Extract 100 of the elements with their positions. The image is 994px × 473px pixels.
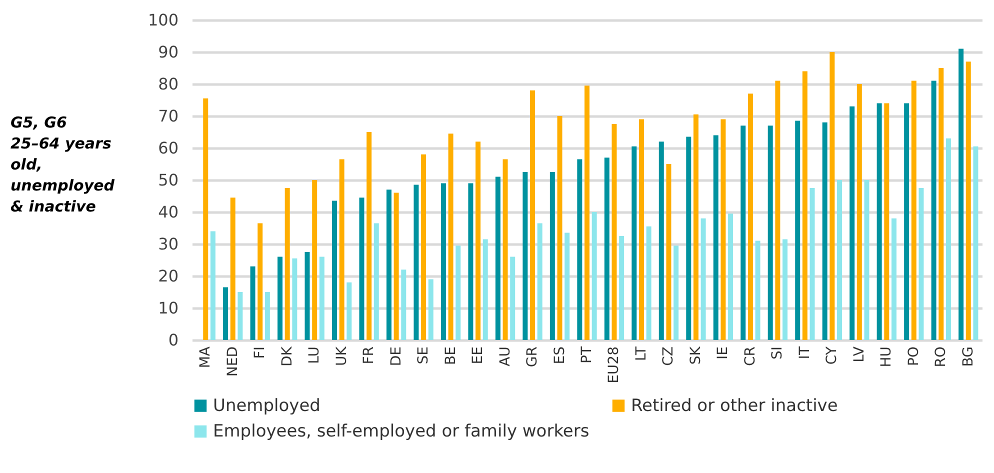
y-tick-label: 20 xyxy=(158,266,178,286)
legend-label: Employees, self-employed or family workers xyxy=(213,422,590,442)
bar xyxy=(359,198,364,340)
bar xyxy=(495,176,500,340)
bar xyxy=(510,256,516,340)
bar xyxy=(775,80,780,340)
y-tick-label: 80 xyxy=(158,74,178,94)
bar xyxy=(904,103,910,340)
x-tick-label: DE xyxy=(388,346,404,366)
bar xyxy=(728,214,734,340)
bar xyxy=(911,80,916,340)
legend-label: Unemployed xyxy=(213,396,320,416)
x-tick-label: EE xyxy=(470,346,486,364)
x-tick-label: FR xyxy=(361,346,378,364)
bar xyxy=(938,68,944,340)
bar xyxy=(339,159,344,340)
bar xyxy=(810,188,815,340)
bar xyxy=(638,119,644,340)
x-tick-label: CZ xyxy=(660,346,677,366)
bar xyxy=(312,180,318,340)
y-tick-label: 50 xyxy=(158,170,178,190)
bar xyxy=(386,190,392,340)
bar xyxy=(666,164,672,340)
x-tick-label: NED xyxy=(224,346,241,377)
bar xyxy=(482,239,488,340)
x-tick-label: LT xyxy=(633,346,650,361)
bar xyxy=(584,86,590,340)
x-tick-label: BG xyxy=(960,346,976,367)
bar xyxy=(557,116,562,340)
bar xyxy=(856,84,862,340)
bar xyxy=(720,119,726,340)
bar xyxy=(448,134,454,340)
bar xyxy=(502,159,508,340)
bar xyxy=(822,122,828,340)
x-tick-label: HU xyxy=(878,346,895,368)
x-tick-label: SE xyxy=(416,346,432,364)
bar xyxy=(332,200,337,340)
bar xyxy=(223,287,228,340)
bar xyxy=(284,188,290,340)
bar xyxy=(530,90,536,340)
bar xyxy=(346,282,352,340)
bar xyxy=(230,198,236,340)
y-tick-label: 60 xyxy=(158,138,178,158)
bar xyxy=(946,138,951,340)
bar xyxy=(931,80,936,340)
legend-label: Retired or other inactive xyxy=(631,396,838,416)
bar xyxy=(238,292,243,340)
bar xyxy=(748,94,753,340)
bar xyxy=(686,136,692,340)
bar xyxy=(864,180,870,340)
x-tick-label: PT xyxy=(579,346,595,364)
bar xyxy=(250,266,256,340)
bar xyxy=(203,98,208,340)
bar xyxy=(891,218,896,340)
bar xyxy=(550,172,555,340)
bar xyxy=(755,240,760,340)
x-tick-label: IE xyxy=(715,346,732,360)
x-tick-label: RO xyxy=(933,346,950,368)
x-tick-label: EU28 xyxy=(606,346,622,384)
bar xyxy=(564,232,570,340)
bar xyxy=(674,246,679,340)
x-tick-label: FI xyxy=(252,346,268,359)
bar xyxy=(366,132,372,340)
bar xyxy=(693,114,698,340)
bar xyxy=(264,292,270,340)
bar xyxy=(577,159,582,340)
y-tick-label: 40 xyxy=(158,202,178,222)
bar xyxy=(604,158,610,340)
bar xyxy=(713,135,718,340)
bar xyxy=(740,126,746,340)
y-tick-label: 0 xyxy=(168,330,178,350)
bar xyxy=(374,223,379,340)
bar xyxy=(612,124,617,340)
x-tick-label: PO xyxy=(906,346,922,366)
y-tick-label: 100 xyxy=(148,10,178,30)
bar xyxy=(802,71,808,340)
x-tick-label: SI xyxy=(770,346,786,360)
bar xyxy=(456,246,461,340)
x-tick-label: MA xyxy=(198,346,214,368)
bar xyxy=(646,226,652,340)
x-tick-label: CR xyxy=(742,346,758,366)
bar xyxy=(421,154,426,340)
bar xyxy=(304,252,310,340)
y-axis-title: G5, G6 25–64 years old, unemployed & inactive xyxy=(10,114,115,216)
x-tick-label: IT xyxy=(796,346,813,360)
bar xyxy=(700,218,706,340)
x-tick-label: LV xyxy=(851,346,868,362)
bar xyxy=(837,180,842,340)
bar xyxy=(619,236,624,340)
bar xyxy=(278,256,283,340)
bar xyxy=(918,188,924,340)
bar xyxy=(292,258,298,340)
x-tick-label: GR xyxy=(524,346,541,368)
bar xyxy=(319,256,324,340)
bar xyxy=(658,142,664,340)
y-tick-label: 90 xyxy=(158,42,178,62)
x-tick-label: CY xyxy=(824,346,840,365)
bar xyxy=(782,239,788,340)
bar xyxy=(210,231,216,340)
bar xyxy=(468,183,474,340)
